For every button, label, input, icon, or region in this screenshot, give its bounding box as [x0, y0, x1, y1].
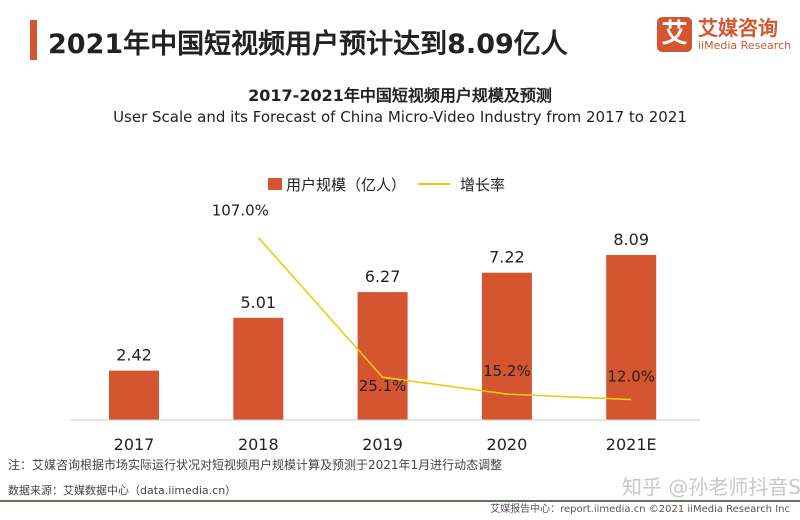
bar-2021E [606, 254, 657, 420]
bar-2018 [233, 317, 284, 420]
title-accent-bar [30, 20, 37, 60]
chart-subtitle: User Scale and its Forecast of China Mic… [113, 108, 687, 126]
x-tick-2019: 2019 [362, 435, 403, 454]
chart-title: 2017-2021年中国短视频用户规模及预测 [248, 86, 552, 105]
growth-label-2020: 15.2% [483, 362, 531, 380]
growth-label-2018: 107.0% [212, 202, 269, 220]
logo-en: iiMedia Research [698, 39, 792, 52]
growth-label-2019: 25.1% [359, 377, 407, 395]
growth-label-2021E: 12.0% [607, 368, 655, 386]
legend-bar-label: 用户规模（亿人） [286, 176, 406, 194]
source: 数据来源：艾媒数据中心（data.iimedia.cn） [8, 484, 237, 497]
bar-label-2019: 6.27 [365, 267, 401, 286]
x-tick-2018: 2018 [238, 435, 279, 454]
logo: 艾 艾媒咨询 iiMedia Research [657, 17, 791, 52]
x-tick-2017: 2017 [114, 435, 155, 454]
bar-label-2021E: 8.09 [613, 230, 649, 249]
growth-line [257, 237, 632, 401]
bar-2017 [109, 370, 159, 420]
x-tick-2020: 2020 [487, 435, 528, 454]
logo-cn: 艾媒咨询 [698, 16, 778, 40]
page-title: 2021年中国短视频用户预计达到8.09亿人 [48, 29, 568, 60]
bar-label-2017: 2.42 [116, 346, 152, 365]
bar-2020 [481, 272, 532, 420]
watermark: 知乎 @孙老师抖音SEO [622, 475, 800, 499]
footer-divider [0, 500, 800, 502]
logo-mark: 艾 [657, 17, 692, 52]
legend-bar-swatch [268, 178, 282, 190]
bar-label-2020: 7.22 [489, 248, 525, 267]
legend-line-label: 增长率 [460, 176, 505, 194]
bar-label-2018: 5.01 [240, 293, 276, 312]
chart: 用户规模（亿人） 增长率 2.42 2017 5.01 2018 6.27 2019 7.22 2… [70, 176, 700, 454]
note: 注：艾媒咨询根据市场实际运行状况对短视频用户规模计算及预测于2021年1月进行动… [8, 458, 503, 472]
copyright: 艾媒报告中心：report.iimedia.cn ©2021 iiMedia R… [490, 504, 790, 515]
x-tick-2021E: 2021E [606, 435, 657, 454]
bar-2019 [357, 292, 408, 420]
